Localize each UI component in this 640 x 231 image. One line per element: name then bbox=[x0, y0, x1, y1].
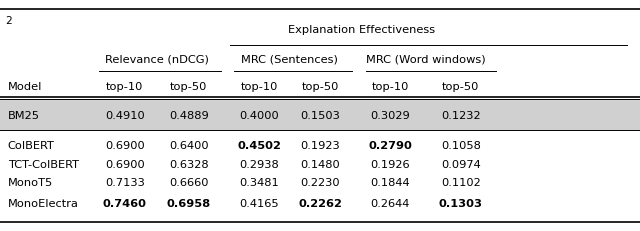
Text: top-50: top-50 bbox=[170, 82, 207, 92]
Text: 0.4889: 0.4889 bbox=[169, 110, 209, 121]
Text: 0.2938: 0.2938 bbox=[239, 159, 279, 169]
Bar bbox=[0, 99, 640, 131]
Text: 0.1844: 0.1844 bbox=[371, 177, 410, 188]
Text: 0.3481: 0.3481 bbox=[239, 177, 279, 188]
Text: 0.6958: 0.6958 bbox=[167, 198, 211, 208]
Text: 0.6900: 0.6900 bbox=[105, 140, 145, 151]
Text: top-50: top-50 bbox=[442, 82, 479, 92]
Text: BM25: BM25 bbox=[8, 110, 40, 121]
Text: 0.1503: 0.1503 bbox=[300, 110, 340, 121]
Text: 2: 2 bbox=[5, 16, 12, 26]
Text: 0.2790: 0.2790 bbox=[369, 140, 412, 151]
Text: 0.2230: 0.2230 bbox=[300, 177, 340, 188]
Text: Relevance (nDCG): Relevance (nDCG) bbox=[105, 54, 209, 64]
Text: 0.1303: 0.1303 bbox=[439, 198, 483, 208]
Text: 0.2262: 0.2262 bbox=[298, 198, 342, 208]
Text: 0.7133: 0.7133 bbox=[105, 177, 145, 188]
Text: ColBERT: ColBERT bbox=[8, 140, 54, 151]
Text: Model: Model bbox=[8, 82, 42, 92]
Text: 0.1058: 0.1058 bbox=[441, 140, 481, 151]
Text: 0.0974: 0.0974 bbox=[441, 159, 481, 169]
Text: top-10: top-10 bbox=[106, 82, 143, 92]
Text: 0.6660: 0.6660 bbox=[169, 177, 209, 188]
Text: Explanation Effectiveness: Explanation Effectiveness bbox=[288, 25, 435, 35]
Text: 0.2644: 0.2644 bbox=[371, 198, 410, 208]
Text: 0.1102: 0.1102 bbox=[441, 177, 481, 188]
Text: 0.6328: 0.6328 bbox=[169, 159, 209, 169]
Text: 0.6400: 0.6400 bbox=[169, 140, 209, 151]
Text: top-10: top-10 bbox=[372, 82, 409, 92]
Text: 0.1232: 0.1232 bbox=[441, 110, 481, 121]
Text: MonoElectra: MonoElectra bbox=[8, 198, 79, 208]
Text: 0.3029: 0.3029 bbox=[371, 110, 410, 121]
Text: 0.7460: 0.7460 bbox=[103, 198, 147, 208]
Text: MonoT5: MonoT5 bbox=[8, 177, 53, 188]
Text: 0.4910: 0.4910 bbox=[105, 110, 145, 121]
Text: MRC (Sentences): MRC (Sentences) bbox=[241, 54, 338, 64]
Text: top-10: top-10 bbox=[241, 82, 278, 92]
Text: 0.1926: 0.1926 bbox=[371, 159, 410, 169]
Text: 0.4000: 0.4000 bbox=[239, 110, 279, 121]
Text: 0.1480: 0.1480 bbox=[300, 159, 340, 169]
Text: MRC (Word windows): MRC (Word windows) bbox=[366, 54, 485, 64]
Text: 0.1923: 0.1923 bbox=[300, 140, 340, 151]
Text: 0.6900: 0.6900 bbox=[105, 159, 145, 169]
Text: TCT-ColBERT: TCT-ColBERT bbox=[8, 159, 79, 169]
Text: 0.4165: 0.4165 bbox=[239, 198, 279, 208]
Text: 0.4502: 0.4502 bbox=[237, 140, 281, 151]
Text: top-50: top-50 bbox=[301, 82, 339, 92]
